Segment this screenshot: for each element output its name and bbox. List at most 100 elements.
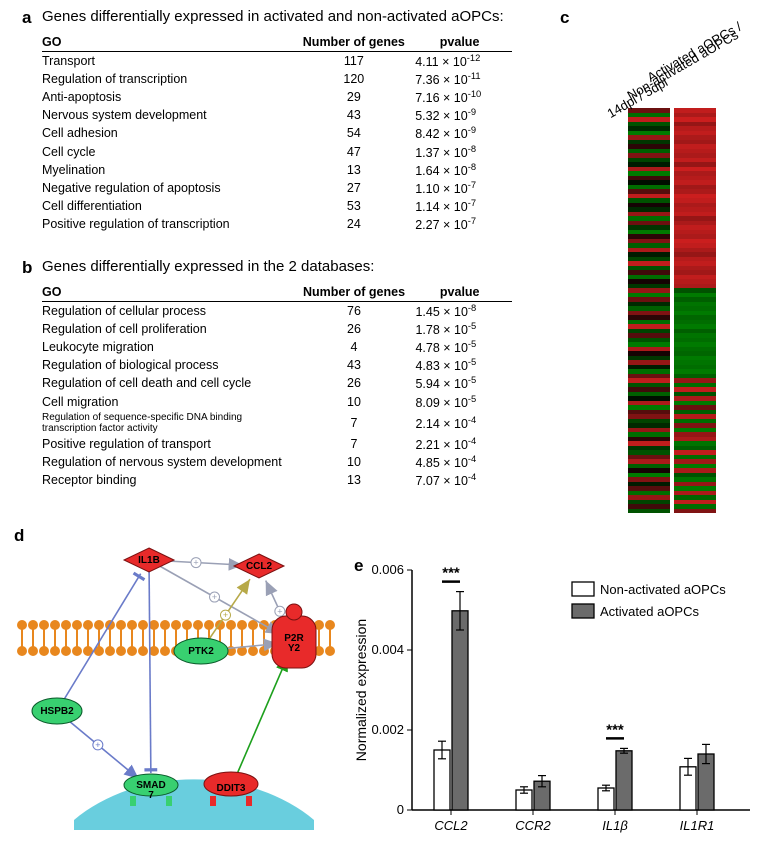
panel-b-label: b bbox=[22, 258, 32, 278]
bar bbox=[616, 751, 632, 810]
svg-text:PTK2: PTK2 bbox=[188, 646, 214, 657]
go-count: 27 bbox=[300, 179, 415, 197]
panel-b-title: Genes differentially expressed in the 2 … bbox=[42, 258, 512, 277]
go-count: 7 bbox=[301, 435, 416, 453]
go-category: Regulation of cell proliferation bbox=[42, 320, 301, 338]
go-pvalue: 8.42 × 10-9 bbox=[415, 124, 512, 142]
heatmap-column bbox=[674, 108, 716, 513]
bar-chart: 0 0.002 0.004 0.006 Normalized expression CCL… bbox=[350, 556, 760, 846]
go-count: 7 bbox=[301, 411, 416, 435]
panel-d: +++++IL1BCCL2P2RY2PTK2HSPB2SMAD7DDIT3 bbox=[14, 520, 344, 830]
go-count: 117 bbox=[300, 51, 415, 70]
svg-text:HSPB2: HSPB2 bbox=[40, 706, 74, 717]
go-category: Regulation of cell death and cell cycle bbox=[42, 374, 301, 392]
go-category: Positive regulation of transport bbox=[42, 435, 301, 453]
go-count: 26 bbox=[301, 320, 416, 338]
svg-text:IL1β: IL1β bbox=[602, 818, 628, 833]
panel-e: 0 0.002 0.004 0.006 Normalized expression CCL… bbox=[350, 556, 760, 846]
svg-text:0.004: 0.004 bbox=[371, 642, 404, 657]
go-category: Regulation of nervous system development bbox=[42, 453, 301, 471]
panel-b-table: GONumber of genespvalue Regulation of ce… bbox=[42, 283, 512, 489]
go-category: Myelination bbox=[42, 161, 300, 179]
panel-a-title: Genes differentially expressed in activa… bbox=[42, 8, 512, 27]
go-pvalue: 5.94 × 10-5 bbox=[415, 374, 512, 392]
go-count: 43 bbox=[301, 356, 416, 374]
go-category: Regulation of biological process bbox=[42, 356, 301, 374]
go-pvalue: 4.11 × 10-12 bbox=[415, 51, 512, 70]
svg-text:IL1R1: IL1R1 bbox=[680, 818, 715, 833]
heatmap-column bbox=[628, 108, 670, 513]
svg-text:0.006: 0.006 bbox=[371, 562, 404, 577]
go-count: 10 bbox=[301, 453, 416, 471]
go-count: 29 bbox=[300, 88, 415, 106]
go-category: Leukocyte migration bbox=[42, 338, 301, 356]
go-pvalue: 1.14 × 10-7 bbox=[415, 197, 512, 215]
go-category: Negative regulation of apoptosis bbox=[42, 179, 300, 197]
svg-text:CCL2: CCL2 bbox=[246, 561, 273, 572]
go-pvalue: 4.83 × 10-5 bbox=[415, 356, 512, 374]
svg-text:Activated aOPCs: Activated aOPCs bbox=[600, 604, 699, 619]
go-pvalue: 7.07 × 10-4 bbox=[415, 471, 512, 489]
go-category: Anti-apoptosis bbox=[42, 88, 300, 106]
go-pvalue: 8.09 × 10-5 bbox=[415, 393, 512, 411]
panel-a-table: GONumber of genespvalue Transport 117 4.… bbox=[42, 33, 512, 234]
go-count: 4 bbox=[301, 338, 416, 356]
svg-text:+: + bbox=[277, 606, 282, 616]
go-category: Cell adhesion bbox=[42, 124, 300, 142]
go-category: Cell migration bbox=[42, 393, 301, 411]
node-PTK2: PTK2 bbox=[174, 638, 228, 664]
svg-text:***: *** bbox=[442, 565, 460, 582]
svg-text:0.002: 0.002 bbox=[371, 722, 404, 737]
svg-text:+: + bbox=[193, 558, 198, 568]
go-count: 76 bbox=[301, 301, 416, 320]
go-count: 53 bbox=[300, 197, 415, 215]
go-pvalue: 7.16 × 10-10 bbox=[415, 88, 512, 106]
svg-text:Normalized expression: Normalized expression bbox=[353, 619, 369, 761]
go-category: Regulation of sequence-specific DNA bind… bbox=[42, 411, 301, 435]
go-category: Receptor binding bbox=[42, 471, 301, 489]
go-category: Transport bbox=[42, 51, 300, 70]
go-count: 13 bbox=[301, 471, 416, 489]
svg-text:+: + bbox=[212, 592, 217, 602]
svg-text:CCR2: CCR2 bbox=[515, 818, 551, 833]
go-category: Regulation of transcription bbox=[42, 70, 300, 88]
go-category: Cell cycle bbox=[42, 143, 300, 161]
node-CCL2: CCL2 bbox=[234, 554, 284, 578]
panel-b: Genes differentially expressed in the 2 … bbox=[42, 258, 512, 489]
go-count: 10 bbox=[301, 393, 416, 411]
go-pvalue: 1.64 × 10-8 bbox=[415, 161, 512, 179]
svg-text:+: + bbox=[95, 740, 100, 750]
go-pvalue: 7.36 × 10-11 bbox=[415, 70, 512, 88]
go-pvalue: 1.10 × 10-7 bbox=[415, 179, 512, 197]
go-pvalue: 2.27 × 10-7 bbox=[415, 215, 512, 233]
panel-c: Activated aOPCs / Non-activated aOPCs 14… bbox=[560, 8, 760, 513]
node-IL1B: IL1B bbox=[124, 548, 174, 572]
svg-text:IL1B: IL1B bbox=[138, 555, 160, 566]
go-pvalue: 4.78 × 10-5 bbox=[415, 338, 512, 356]
go-pvalue: 2.21 × 10-4 bbox=[415, 435, 512, 453]
go-pvalue: 5.32 × 10-9 bbox=[415, 106, 512, 124]
svg-text:CCL2: CCL2 bbox=[434, 818, 468, 833]
panel-a-label: a bbox=[22, 8, 31, 28]
go-pvalue: 1.45 × 10-8 bbox=[415, 301, 512, 320]
go-count: 43 bbox=[300, 106, 415, 124]
node-HSPB2: HSPB2 bbox=[32, 698, 82, 724]
go-category: Positive regulation of transcription bbox=[42, 215, 300, 233]
bar bbox=[452, 611, 468, 810]
go-category: Regulation of cellular process bbox=[42, 301, 301, 320]
go-count: 54 bbox=[300, 124, 415, 142]
go-pvalue: 1.37 × 10-8 bbox=[415, 143, 512, 161]
go-category: Cell differentiation bbox=[42, 197, 300, 215]
heatmap bbox=[628, 108, 760, 513]
svg-text:0: 0 bbox=[397, 802, 404, 817]
go-count: 47 bbox=[300, 143, 415, 161]
go-category: Nervous system development bbox=[42, 106, 300, 124]
figure-root: a Genes differentially expressed in acti… bbox=[0, 0, 767, 853]
go-pvalue: 4.85 × 10-4 bbox=[415, 453, 512, 471]
svg-text:***: *** bbox=[606, 721, 624, 738]
svg-text:Non-activated aOPCs: Non-activated aOPCs bbox=[600, 582, 726, 597]
go-pvalue: 2.14 × 10-4 bbox=[415, 411, 512, 435]
go-count: 24 bbox=[300, 215, 415, 233]
svg-text:+: + bbox=[223, 610, 228, 620]
pathway-diagram: +++++IL1BCCL2P2RY2PTK2HSPB2SMAD7DDIT3 bbox=[14, 520, 344, 830]
